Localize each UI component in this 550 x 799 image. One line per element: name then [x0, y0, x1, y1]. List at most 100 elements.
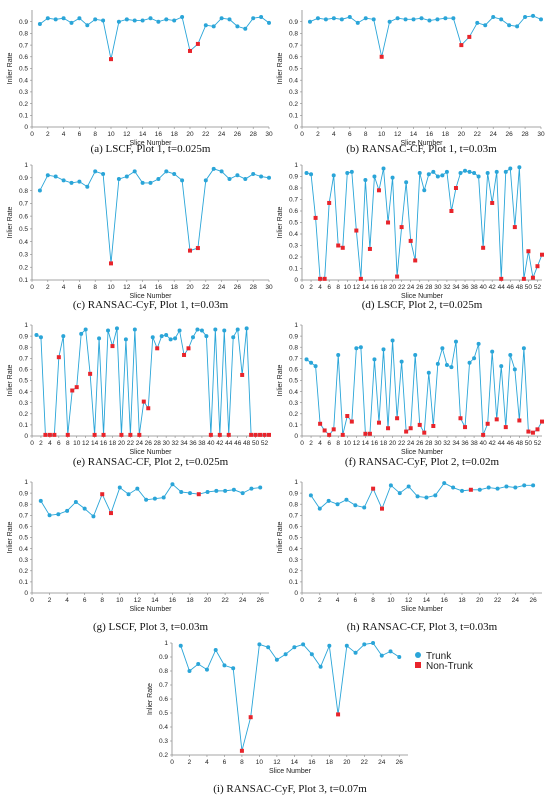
y-tick-label: 0.4 [19, 77, 28, 84]
x-axis-label: Slice Number [401, 449, 444, 456]
panel-caption: (h) RANSAC-CF, Plot 3, t=0.03m [347, 621, 498, 633]
y-tick-label: 0.6 [289, 54, 298, 61]
data-point-trunk [101, 18, 106, 23]
data-point-trunk [315, 16, 320, 21]
x-tick-label: 10 [256, 759, 264, 766]
y-tick-label: 1 [24, 479, 28, 486]
x-tick-label: 4 [62, 284, 66, 291]
y-tick-label: 0.4 [19, 389, 28, 396]
data-point-trunk [124, 174, 129, 179]
data-point-trunk [73, 499, 78, 504]
data-point-non-trunk [322, 428, 327, 433]
data-point-trunk [231, 335, 236, 340]
x-tick-label: 24 [239, 597, 247, 604]
x-tick-label: 40 [207, 440, 215, 447]
series-line [39, 168, 270, 264]
x-tick-label: 8 [66, 440, 70, 447]
data-point-trunk [116, 19, 121, 24]
x-tick-label: 52 [261, 440, 269, 447]
x-tick-label: 38 [470, 440, 478, 447]
y-tick-label: 0 [294, 433, 298, 440]
data-point-trunk [178, 643, 183, 648]
data-point-non-trunk [188, 48, 192, 53]
data-point-non-trunk [240, 372, 245, 377]
y-axis-label: Inlier Rate [277, 52, 284, 84]
y-tick-label: 0.4 [19, 546, 28, 553]
data-point-non-trunk [318, 276, 323, 281]
data-point-non-trunk [195, 41, 200, 46]
x-tick-label: 18 [326, 759, 334, 766]
x-tick-label: 8 [240, 759, 244, 766]
y-tick-label: 0.9 [289, 333, 298, 340]
data-point-trunk [222, 663, 227, 668]
panel-caption: (b) RANSAC-CF, Plot 1, t=0.03m [346, 143, 497, 155]
data-point-non-trunk [318, 421, 323, 426]
data-point-trunk [490, 349, 495, 354]
data-point-trunk [223, 488, 228, 493]
data-point-trunk [240, 491, 245, 496]
data-point-trunk [101, 171, 106, 176]
data-point-trunk [91, 514, 96, 519]
data-point-non-trunk [196, 492, 201, 497]
data-point-non-trunk [146, 406, 151, 411]
data-point-trunk [179, 489, 184, 494]
data-point-trunk [413, 352, 418, 357]
data-point-trunk [243, 26, 248, 31]
x-tick-label: 14 [362, 440, 370, 447]
data-point-trunk [336, 352, 341, 357]
data-point-trunk [371, 641, 376, 645]
x-tick-label: 46 [507, 440, 515, 447]
data-point-trunk [362, 642, 367, 647]
x-tick-label: 36 [461, 440, 469, 447]
y-tick-label: 0.2 [289, 568, 298, 575]
x-tick-label: 18 [380, 440, 388, 447]
x-tick-label: 34 [452, 440, 460, 447]
x-tick-label: 12 [273, 759, 281, 766]
y-tick-label: 0.3 [289, 89, 298, 96]
data-point-trunk [363, 177, 368, 182]
data-point-trunk [235, 24, 240, 29]
data-point-non-trunk [249, 432, 254, 437]
data-point-non-trunk [453, 186, 458, 190]
x-tick-label: 30 [163, 440, 171, 447]
data-point-non-trunk [395, 274, 400, 279]
x-tick-label: 14 [139, 284, 147, 291]
data-point-trunk [123, 337, 128, 342]
y-tick-label: 0.3 [289, 557, 298, 564]
data-point-trunk [227, 17, 232, 22]
y-tick-label: 0.6 [19, 367, 28, 374]
x-tick-label: 20 [204, 597, 212, 604]
data-point-trunk [424, 495, 429, 500]
data-point-trunk [463, 168, 468, 173]
data-point-non-trunk [468, 487, 473, 492]
data-point-non-trunk [155, 346, 160, 351]
data-point-trunk [512, 367, 517, 372]
data-point-trunk [61, 16, 66, 21]
x-axis-label: Slice Number [129, 140, 172, 147]
data-point-trunk [472, 356, 477, 361]
y-tick-label: 0.1 [19, 579, 28, 586]
data-point-trunk [504, 484, 509, 489]
x-tick-label: 16 [155, 131, 163, 138]
panel-caption: (e) RANSAC-CF, Plot 2, t=0.025m [73, 456, 229, 468]
y-tick-label: 0.4 [159, 724, 168, 731]
x-tick-label: 44 [225, 440, 233, 447]
data-point-trunk [507, 23, 512, 28]
x-tick-label: 22 [494, 597, 502, 604]
y-tick-label: 0.5 [19, 535, 28, 542]
x-tick-label: 28 [521, 131, 529, 138]
panel-caption: (a) LSCF, Plot 1, t=0.025m [91, 143, 211, 155]
x-tick-label: 6 [57, 440, 61, 447]
data-point-trunk [372, 174, 377, 179]
data-point-trunk [164, 17, 169, 22]
data-point-non-trunk [92, 432, 97, 437]
data-point-non-trunk [408, 426, 413, 431]
data-point-trunk [114, 326, 119, 331]
data-point-non-trunk [386, 426, 391, 431]
data-point-trunk [440, 346, 445, 351]
x-tick-label: 0 [30, 131, 34, 138]
data-point-trunk [371, 17, 376, 22]
x-tick-label: 24 [512, 597, 520, 604]
data-point-trunk [433, 493, 438, 498]
x-tick-label: 10 [107, 284, 115, 291]
